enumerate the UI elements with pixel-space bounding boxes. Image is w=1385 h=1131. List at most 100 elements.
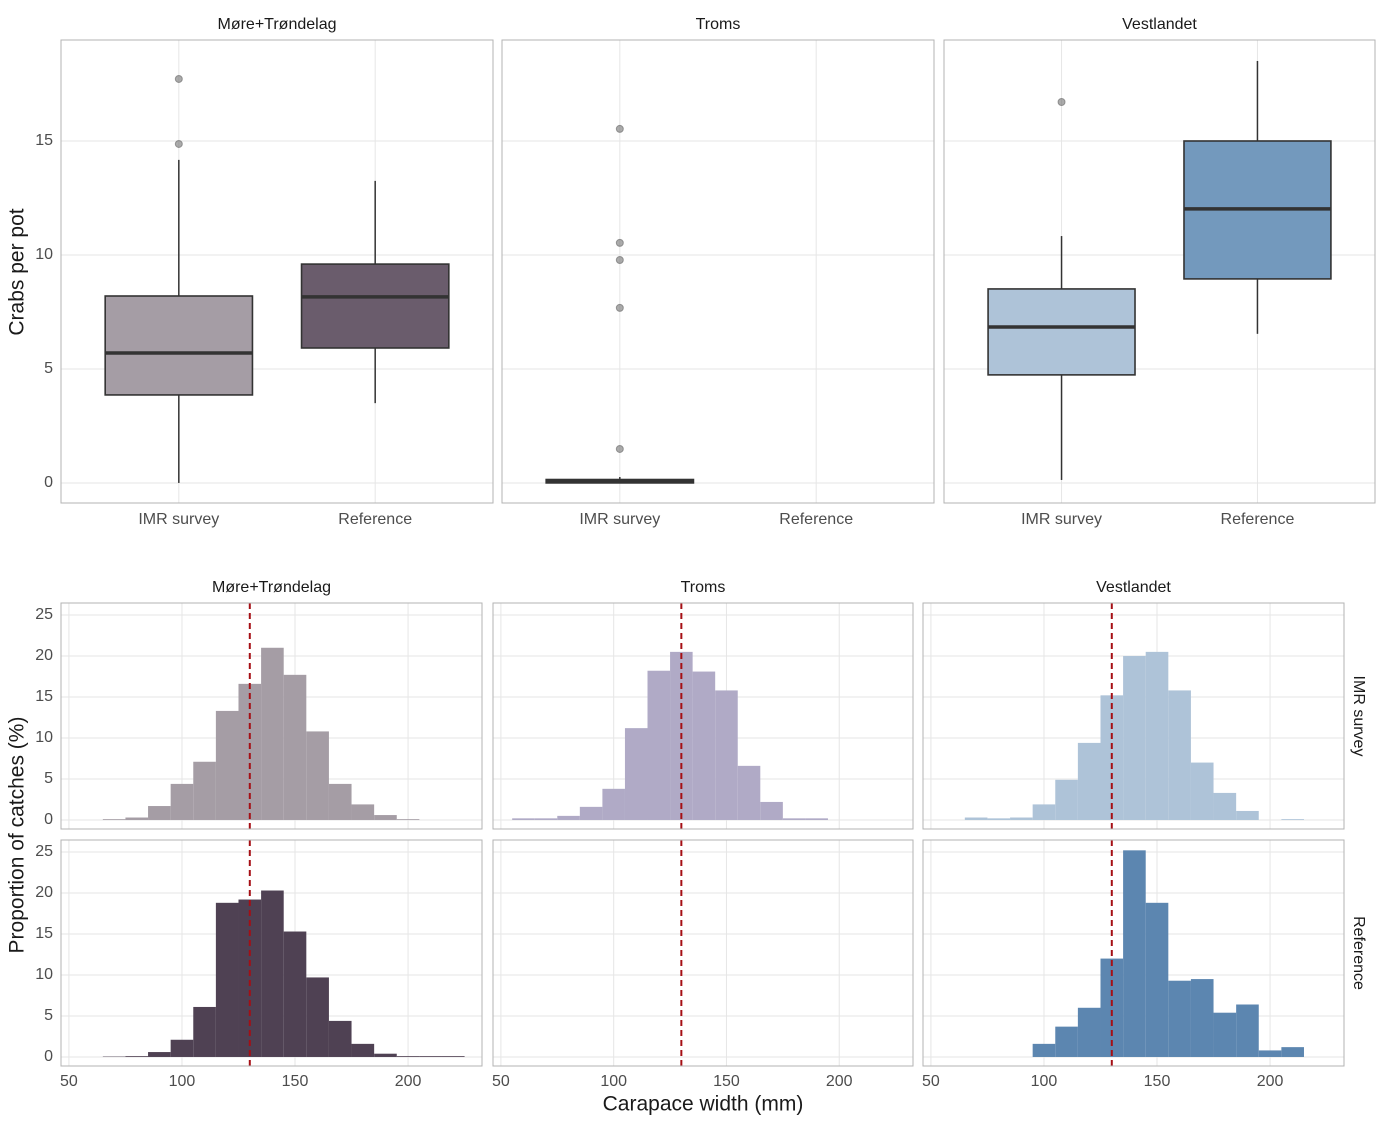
y-tick-label: 0 [44,1048,53,1065]
histogram-bar [1123,656,1146,820]
histogram-bar [1281,819,1304,820]
y-tick-label: 5 [44,360,53,377]
y-tick-label: 10 [35,246,53,263]
histogram-bar [306,977,329,1057]
x-tick-label: IMR survey [579,511,660,528]
histogram-bar [171,784,194,820]
histogram-bar [1236,811,1259,820]
y-tick-label: 5 [44,1007,53,1024]
histogram-bar [261,891,284,1057]
histogram-bar [715,690,738,820]
histogram-bar [783,818,806,820]
histogram-bar [738,766,761,820]
box [105,296,252,395]
histogram-bar [193,1007,216,1057]
histogram-bar [148,806,171,820]
histogram-bar [1191,979,1214,1057]
outlier [616,125,623,132]
histogram-bar [397,819,420,820]
y-tick-label: 25 [35,843,53,860]
histogram-bar [125,818,148,820]
histogram-bar [216,711,239,820]
y-tick-label: 0 [44,811,53,828]
histogram-bar [1033,1044,1056,1057]
histogram-bar [352,1044,375,1057]
histogram-bar [216,903,239,1057]
box [302,264,449,348]
histogram-bar [374,815,397,820]
histogram-bar [1236,1004,1259,1056]
y-tick-label: 0 [44,474,53,491]
x-tick-label: 50 [922,1073,940,1090]
histogram-bar [648,671,671,820]
histogram-bar [125,1056,148,1057]
histogram-bar [374,1054,397,1057]
histogram-bar [1055,780,1078,820]
histogram-bar [1146,903,1169,1057]
histogram-bar [1123,850,1146,1057]
histogram-bar [284,675,307,820]
histogram-bar [1168,981,1191,1057]
histogram-bar [397,1056,420,1057]
histogram-bar [625,728,648,820]
histogram-bar [805,818,828,820]
x-tick-label: IMR survey [1021,511,1102,528]
outlier [616,445,623,452]
row-strip: Reference [1350,916,1367,990]
histogram-bar [103,819,126,820]
histogram-bar [442,1056,465,1057]
histogram-bar [1214,793,1237,820]
histogram-bar [1259,1050,1282,1057]
panel-border [502,40,934,503]
strip-title: Møre+Trøndelag [218,16,337,33]
histogram-bar [1010,818,1033,820]
histogram-bar [1168,690,1191,820]
histogram-bar [1191,763,1214,820]
histogram-bar [580,807,603,820]
x-tick-label: Reference [1221,511,1295,528]
strip-title: Troms [696,16,741,33]
y-tick-label: 10 [35,966,53,983]
y-tick-label: 20 [35,647,53,664]
x-tick-label: 50 [492,1073,510,1090]
outlier [175,140,182,147]
histogram-bar [693,672,716,820]
outlier [1058,99,1065,106]
histogram-bar [329,784,352,820]
x-tick-label: IMR survey [138,511,219,528]
histogram-bar [1055,1027,1078,1057]
histogram-bar [1281,1047,1304,1057]
outlier [175,75,182,82]
y-tick-label: 15 [35,925,53,942]
histogram-bar [602,789,625,820]
y-axis-title: Proportion of catches (%) [6,717,29,954]
x-tick-label: 200 [395,1073,422,1090]
x-tick-label: 200 [826,1073,853,1090]
strip-title: Troms [681,579,726,596]
histogram-bar [965,818,988,820]
histogram-bar [557,816,580,820]
histogram-bar [284,932,307,1057]
x-tick-label: 150 [713,1073,740,1090]
y-tick-label: 25 [35,606,53,623]
x-tick-label: 100 [1031,1073,1058,1090]
y-tick-label: 20 [35,884,53,901]
histogram-bar [1078,1008,1101,1057]
histogram-bar [1033,804,1056,820]
histogram-bar [193,762,216,820]
outlier [616,239,623,246]
x-tick-label: 200 [1257,1073,1284,1090]
histogram-bar [1214,1013,1237,1057]
histogram-bar [306,731,329,820]
histogram-bar [987,818,1010,820]
x-tick-label: 100 [169,1073,196,1090]
x-tick-label: 100 [600,1073,627,1090]
outlier [616,256,623,263]
y-tick-label: 15 [35,688,53,705]
strip-title: Vestlandet [1122,16,1197,33]
outlier [616,304,623,311]
histogram-bar [419,1056,442,1057]
panel [502,40,934,503]
histogram-bar [261,648,284,820]
y-tick-label: 15 [35,132,53,149]
